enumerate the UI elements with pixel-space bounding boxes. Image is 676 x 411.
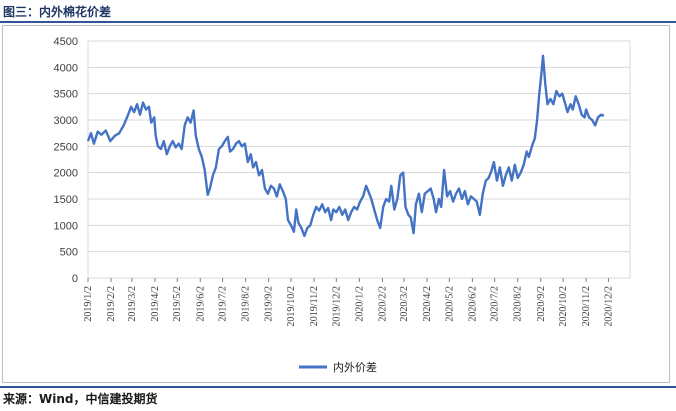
x-tick-label: 2020/1/2 — [354, 286, 365, 322]
y-tick-label: 0 — [72, 273, 78, 285]
y-tick-label: 2000 — [54, 168, 78, 180]
x-tick-label: 2019/1/2 — [83, 286, 94, 322]
x-tick-label: 2019/3/2 — [127, 286, 138, 322]
x-tick-label: 2019/2/2 — [106, 286, 117, 322]
legend: 内外价差 — [299, 360, 377, 374]
y-tick-label: 2500 — [54, 141, 78, 153]
x-tick-label: 2020/2/2 — [377, 286, 388, 322]
x-tick-label: 2020/3/2 — [399, 286, 410, 322]
y-tick-label: 4000 — [54, 62, 78, 74]
legend-label: 内外价差 — [333, 360, 377, 374]
plot-area — [87, 40, 631, 279]
source-note: 来源：Wind，中信建投期货 — [3, 392, 158, 406]
y-tick-label: 3500 — [54, 89, 78, 101]
x-tick-label: 2019/6/2 — [195, 286, 206, 322]
x-tick-label: 2020/10/2 — [558, 286, 569, 327]
x-tick-label: 2019/7/2 — [218, 286, 229, 322]
x-tick-label: 2019/11/2 — [309, 286, 320, 326]
x-tick-label: 2020/7/2 — [490, 286, 501, 322]
x-tick-label: 2020/5/2 — [444, 286, 455, 322]
x-tick-label: 2019/5/2 — [172, 286, 183, 322]
x-tick-label: 2019/12/2 — [331, 286, 342, 327]
y-tick-label: 1500 — [54, 194, 78, 206]
chart-frame: 0 500 1000 1500 2000 2500 3000 3500 4000 4500 2019… — [2, 25, 670, 383]
chart-title: 图三：内外棉花价差 — [3, 5, 112, 19]
footer-rule — [0, 386, 676, 388]
series-line — [86, 54, 605, 238]
x-tick-label: 2019/9/2 — [264, 286, 275, 322]
line-chart: 0 500 1000 1500 2000 2500 3000 3500 4000 4500 2019… — [54, 36, 631, 374]
x-tick-label: 2020/8/2 — [513, 286, 524, 322]
x-tick-label: 2020/12/2 — [603, 286, 614, 327]
x-tick-label: 2020/9/2 — [536, 286, 547, 322]
header-rule — [0, 21, 676, 23]
y-tick-label: 4500 — [54, 36, 78, 48]
y-tick-label: 500 — [60, 247, 78, 259]
x-tick-label: 2019/10/2 — [286, 286, 297, 327]
header: 图三：内外棉花价差 — [0, 0, 676, 24]
y-tick-label: 1000 — [54, 220, 78, 232]
x-tick-label: 2019/8/2 — [241, 286, 252, 322]
x-tick-label: 2020/4/2 — [422, 286, 433, 322]
x-tick-label: 2020/6/2 — [467, 286, 478, 322]
x-tick-label: 2019/4/2 — [150, 286, 161, 322]
x-tick-label: 2020/11/2 — [581, 286, 592, 326]
y-tick-label: 3000 — [54, 115, 78, 127]
